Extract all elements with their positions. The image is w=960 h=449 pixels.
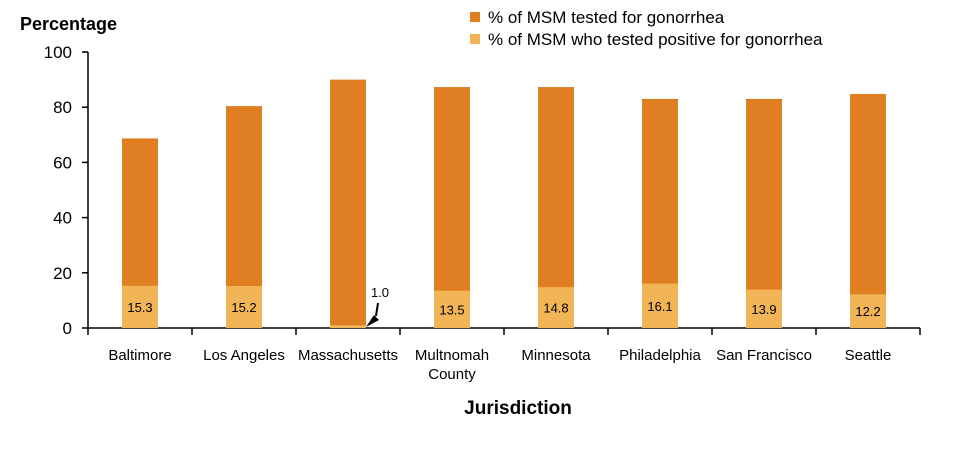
bar-positive (434, 290, 470, 328)
x-axis-title: Jurisdiction (464, 398, 572, 419)
y-axis-title: Percentage (20, 14, 117, 34)
bar-positive (226, 286, 262, 328)
data-label: 12.2 (855, 304, 880, 319)
y-tick-label: 20 (53, 264, 72, 283)
data-label: 15.3 (127, 300, 152, 315)
annotation-arrow-line (375, 302, 379, 317)
bar-tested (434, 87, 470, 328)
data-label: 1.0 (371, 285, 389, 300)
bar-tested (850, 93, 886, 329)
data-label: 15.2 (231, 300, 256, 315)
bar-positive (642, 283, 678, 328)
bar-positive (746, 289, 782, 328)
category-label: Massachusetts (298, 347, 398, 364)
category-label: County (428, 366, 476, 383)
category-label: Baltimore (108, 347, 171, 364)
annotation-arrowhead (366, 315, 379, 327)
bar-positive (330, 325, 366, 328)
y-tick-label: 40 (53, 209, 72, 228)
y-tick-label: 100 (44, 43, 72, 62)
legend-swatch (470, 34, 480, 44)
category-label: Seattle (845, 347, 892, 364)
y-tick-label: 0 (63, 319, 72, 338)
bar-positive (122, 285, 158, 328)
bar-positive (538, 287, 574, 328)
data-label: 13.9 (751, 302, 776, 317)
legend-swatch (470, 12, 480, 22)
category-label: Multnomah (415, 347, 489, 364)
category-label: San Francisco (716, 347, 812, 364)
category-label: Minnesota (521, 347, 591, 364)
data-label: 16.1 (647, 299, 672, 314)
bar-tested (330, 79, 366, 328)
y-tick-label: 60 (53, 153, 72, 172)
legend-label: % of MSM tested for gonorrhea (488, 8, 725, 27)
category-label: Los Angeles (203, 347, 285, 364)
legend-label: % of MSM who tested positive for gonorrh… (488, 30, 823, 49)
data-label: 14.8 (543, 301, 568, 316)
bar-positive (850, 294, 886, 328)
category-label: Philadelphia (619, 347, 701, 364)
y-tick-label: 80 (53, 98, 72, 117)
data-label: 13.5 (439, 302, 464, 317)
